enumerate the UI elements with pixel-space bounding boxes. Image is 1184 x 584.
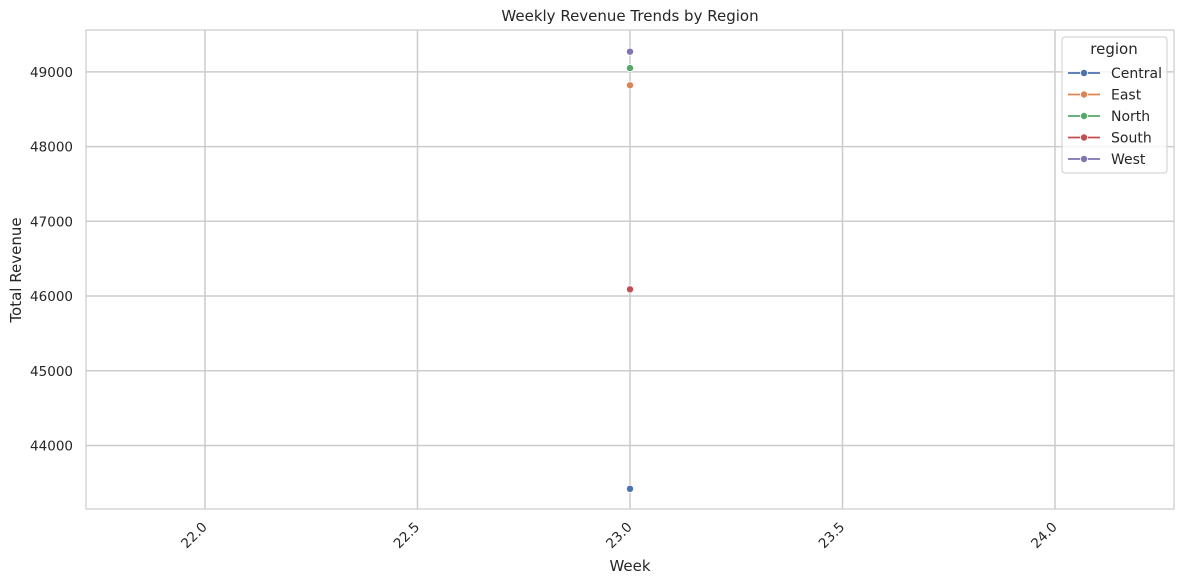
- plot-frame: [85, 29, 1175, 510]
- x-tick-label: 22.0: [178, 519, 211, 552]
- legend-marker-west: [1080, 154, 1089, 163]
- legend-title: region: [1090, 40, 1137, 58]
- y-tick-labels: 44000 45000 46000 47000 48000 49000: [30, 65, 73, 455]
- legend-label-west: West: [1111, 152, 1146, 168]
- data-point-west: [626, 47, 635, 56]
- legend-marker-east: [1080, 90, 1089, 99]
- legend-marker-south: [1080, 133, 1089, 142]
- y-tick-label: 47000: [30, 214, 73, 230]
- x-tick-label: 24.0: [1028, 519, 1061, 552]
- y-tick-label: 48000: [30, 140, 73, 156]
- legend-marker-central: [1080, 69, 1089, 78]
- legend-label-east: East: [1111, 88, 1142, 104]
- y-axis-label: Total Revenue: [7, 217, 25, 323]
- y-tick-label: 49000: [30, 65, 73, 81]
- legend-item-west: West: [1068, 152, 1146, 168]
- legend-items: Central East North South West: [1068, 66, 1162, 168]
- x-tick-labels: 22.0 22.5 23.0 23.5 24.0: [178, 519, 1061, 552]
- legend-item-north: North: [1068, 109, 1150, 125]
- legend-marker-north: [1080, 112, 1089, 121]
- data-point-east: [626, 81, 635, 90]
- data-point-south: [626, 285, 635, 294]
- x-tick-label: 23.5: [816, 519, 849, 552]
- chart-title: Weekly Revenue Trends by Region: [501, 7, 758, 25]
- data-point-north: [626, 64, 635, 73]
- legend: region Central East North South West: [1061, 36, 1168, 174]
- data-point-central: [626, 484, 635, 493]
- legend-item-central: Central: [1068, 66, 1162, 82]
- x-tick-label: 22.5: [391, 519, 424, 552]
- legend-label-central: Central: [1111, 66, 1162, 82]
- y-tick-label: 45000: [30, 364, 73, 380]
- legend-item-south: South: [1068, 131, 1152, 147]
- legend-label-north: North: [1111, 109, 1150, 125]
- y-tick-label: 44000: [30, 438, 73, 454]
- legend-item-east: East: [1068, 88, 1142, 104]
- legend-frame: [1061, 36, 1168, 174]
- x-axis-label: Week: [609, 557, 650, 575]
- x-tick-label: 23.0: [603, 519, 636, 552]
- series-layer: [626, 47, 635, 493]
- legend-label-south: South: [1111, 131, 1152, 147]
- y-tick-label: 46000: [30, 289, 73, 305]
